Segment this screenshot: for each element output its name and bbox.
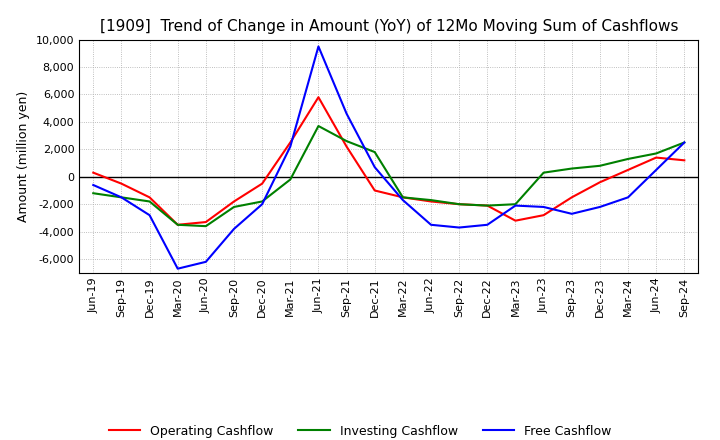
Operating Cashflow — [539, 213, 548, 218]
Legend: Operating Cashflow, Investing Cashflow, Free Cashflow: Operating Cashflow, Investing Cashflow, … — [104, 420, 616, 440]
Investing Cashflow — [286, 177, 294, 182]
Investing Cashflow — [117, 195, 126, 200]
Free Cashflow — [286, 144, 294, 149]
Free Cashflow — [595, 204, 604, 209]
Investing Cashflow — [652, 151, 660, 156]
Free Cashflow — [539, 204, 548, 209]
Operating Cashflow — [511, 218, 520, 224]
Operating Cashflow — [89, 170, 98, 175]
Line: Operating Cashflow: Operating Cashflow — [94, 97, 684, 225]
Investing Cashflow — [399, 195, 408, 200]
Investing Cashflow — [567, 166, 576, 171]
Free Cashflow — [202, 259, 210, 264]
Free Cashflow — [145, 213, 154, 218]
Operating Cashflow — [680, 158, 688, 163]
Free Cashflow — [258, 202, 266, 207]
Line: Investing Cashflow: Investing Cashflow — [94, 126, 684, 226]
Operating Cashflow — [455, 202, 464, 207]
Free Cashflow — [174, 266, 182, 271]
Free Cashflow — [230, 226, 238, 231]
Operating Cashflow — [567, 195, 576, 200]
Investing Cashflow — [230, 204, 238, 209]
Operating Cashflow — [145, 195, 154, 200]
Free Cashflow — [89, 182, 98, 187]
Investing Cashflow — [174, 222, 182, 227]
Investing Cashflow — [145, 199, 154, 204]
Operating Cashflow — [483, 203, 492, 208]
Operating Cashflow — [427, 199, 436, 204]
Operating Cashflow — [399, 195, 408, 200]
Operating Cashflow — [117, 181, 126, 186]
Operating Cashflow — [286, 140, 294, 145]
Operating Cashflow — [652, 155, 660, 160]
Operating Cashflow — [595, 180, 604, 185]
Free Cashflow — [314, 44, 323, 49]
Operating Cashflow — [342, 144, 351, 149]
Free Cashflow — [624, 195, 632, 200]
Operating Cashflow — [230, 199, 238, 204]
Free Cashflow — [117, 195, 126, 200]
Investing Cashflow — [455, 202, 464, 207]
Operating Cashflow — [258, 181, 266, 186]
Operating Cashflow — [202, 220, 210, 225]
Free Cashflow — [680, 140, 688, 145]
Free Cashflow — [342, 111, 351, 116]
Investing Cashflow — [202, 224, 210, 229]
Investing Cashflow — [89, 191, 98, 196]
Investing Cashflow — [483, 203, 492, 208]
Investing Cashflow — [595, 163, 604, 169]
Y-axis label: Amount (million yen): Amount (million yen) — [17, 91, 30, 222]
Operating Cashflow — [370, 188, 379, 193]
Free Cashflow — [455, 225, 464, 230]
Investing Cashflow — [539, 170, 548, 175]
Free Cashflow — [511, 203, 520, 208]
Investing Cashflow — [370, 150, 379, 155]
Free Cashflow — [483, 222, 492, 227]
Operating Cashflow — [624, 167, 632, 172]
Free Cashflow — [427, 222, 436, 227]
Investing Cashflow — [314, 123, 323, 128]
Title: [1909]  Trend of Change in Amount (YoY) of 12Mo Moving Sum of Cashflows: [1909] Trend of Change in Amount (YoY) o… — [99, 19, 678, 34]
Investing Cashflow — [624, 156, 632, 161]
Investing Cashflow — [427, 198, 436, 203]
Free Cashflow — [567, 211, 576, 216]
Investing Cashflow — [342, 139, 351, 144]
Investing Cashflow — [680, 140, 688, 145]
Line: Free Cashflow: Free Cashflow — [94, 47, 684, 269]
Investing Cashflow — [258, 199, 266, 204]
Free Cashflow — [399, 198, 408, 203]
Investing Cashflow — [511, 202, 520, 207]
Free Cashflow — [370, 165, 379, 170]
Free Cashflow — [652, 167, 660, 172]
Operating Cashflow — [174, 222, 182, 227]
Operating Cashflow — [314, 95, 323, 100]
